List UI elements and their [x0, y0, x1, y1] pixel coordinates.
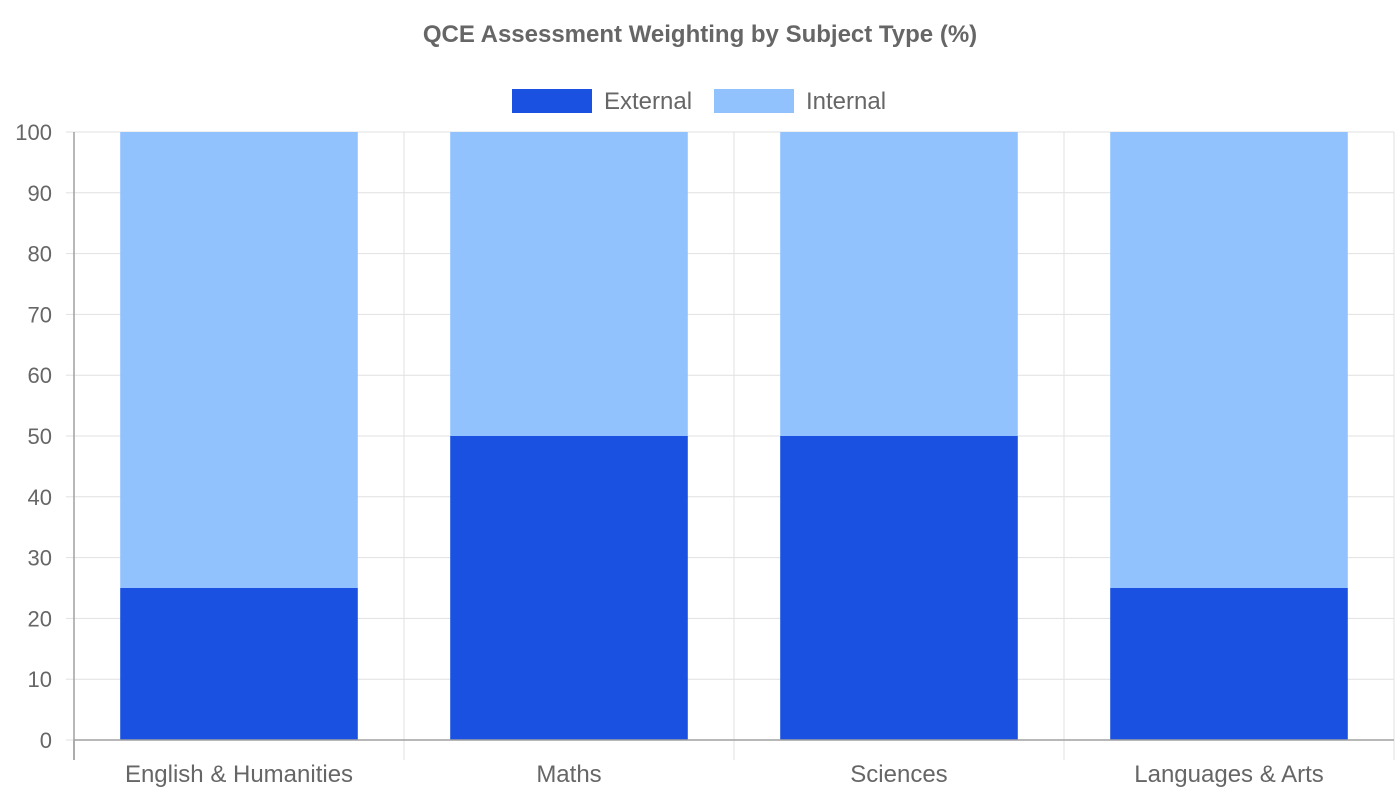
bar-internal-0[interactable] [120, 132, 358, 588]
y-tick-label: 0 [40, 728, 52, 753]
y-tick-label: 40 [28, 485, 52, 510]
bar-internal-3[interactable] [1110, 132, 1348, 588]
legend-label-external[interactable]: External [604, 88, 692, 115]
y-tick-label: 10 [28, 667, 52, 692]
chart-title: QCE Assessment Weighting by Subject Type… [423, 21, 977, 48]
legend: External Internal [512, 88, 886, 115]
x-category-label: Sciences [850, 761, 947, 788]
legend-label-internal[interactable]: Internal [806, 88, 886, 115]
bar-internal-2[interactable] [780, 132, 1018, 436]
axes [73, 132, 1394, 760]
x-category-label: English & Humanities [125, 761, 353, 788]
y-tick-label: 20 [28, 606, 52, 631]
y-tick-label: 50 [28, 424, 52, 449]
legend-swatch-internal[interactable] [714, 89, 794, 113]
bar-external-1[interactable] [450, 436, 688, 740]
y-tick-label: 30 [28, 546, 52, 571]
y-tick-label: 100 [15, 120, 52, 145]
y-tick-label: 60 [28, 363, 52, 388]
legend-swatch-external[interactable] [512, 89, 592, 113]
x-axis-categories: English & Humanities Maths Sciences Languag… [125, 761, 1324, 788]
bar-external-2[interactable] [780, 436, 1018, 740]
bar-external-0[interactable] [120, 588, 358, 740]
bar-internal-1[interactable] [450, 132, 688, 436]
x-category-label: Maths [536, 761, 601, 788]
bars [120, 132, 1348, 740]
y-tick-label: 80 [28, 242, 52, 267]
x-category-label: Languages & Arts [1134, 761, 1323, 788]
y-tick-label: 90 [28, 181, 52, 206]
y-axis-ticks: 0 10 20 30 40 50 60 70 80 90 100 [15, 120, 52, 753]
y-tick-label: 70 [28, 302, 52, 327]
bar-external-3[interactable] [1110, 588, 1348, 740]
